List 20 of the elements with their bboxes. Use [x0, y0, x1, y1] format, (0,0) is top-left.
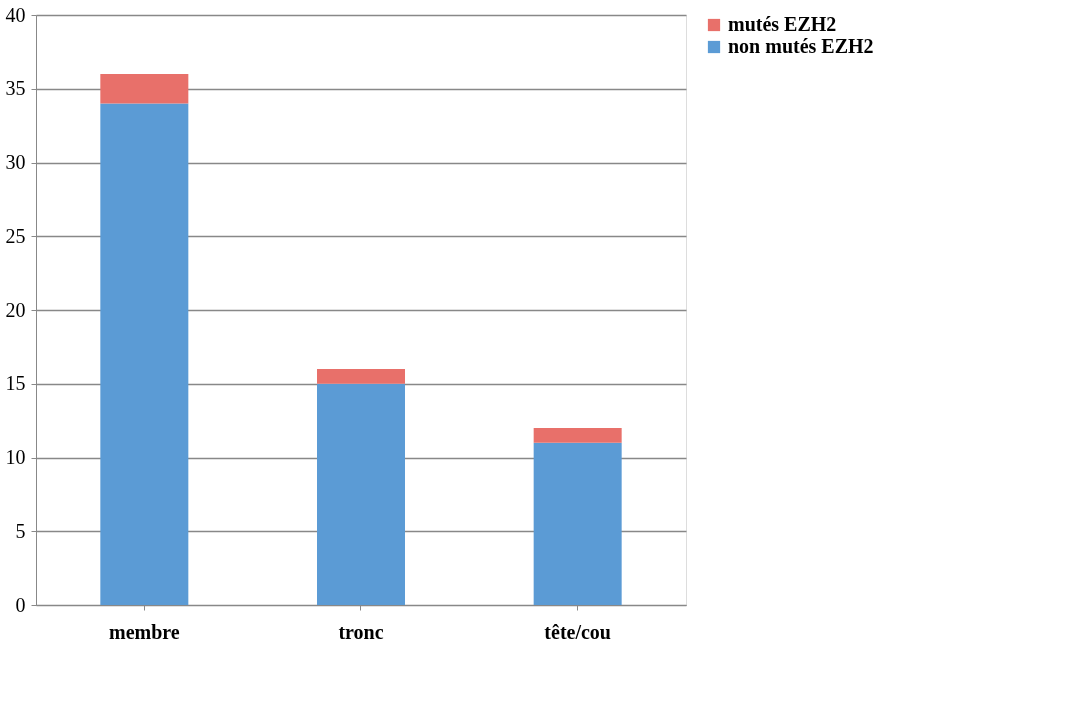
y-tick-label: 25	[5, 224, 26, 247]
bar	[533, 428, 622, 443]
y-tick-label: 20	[5, 298, 26, 321]
legend-label: mutés EZH2	[728, 13, 837, 35]
y-tick-label: 30	[5, 151, 26, 173]
y-tick-label: 10	[5, 446, 26, 468]
bar	[100, 74, 189, 104]
x-tick-label: tronc	[338, 620, 384, 643]
bar	[317, 369, 405, 384]
x-tick-label: tête/cou	[544, 620, 611, 643]
y-tick-label: 0	[15, 593, 26, 616]
y-tick-label: 5	[15, 519, 26, 542]
bar	[533, 442, 622, 605]
bar	[100, 103, 189, 605]
legend-label: non mutés EZH2	[728, 35, 874, 57]
y-tick-label: 35	[5, 77, 26, 100]
y-tick-label: 15	[5, 372, 26, 395]
x-tick-label: membre	[108, 620, 180, 643]
bar	[317, 383, 405, 605]
y-tick-label: 40	[5, 3, 26, 26]
